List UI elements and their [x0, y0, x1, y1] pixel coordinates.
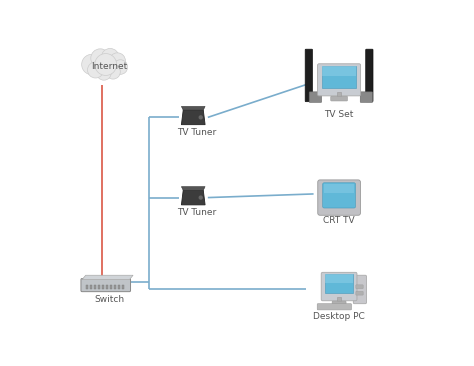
FancyBboxPatch shape	[323, 183, 356, 208]
FancyBboxPatch shape	[337, 297, 341, 302]
FancyBboxPatch shape	[94, 285, 96, 289]
Circle shape	[82, 54, 102, 75]
Polygon shape	[182, 190, 205, 205]
FancyBboxPatch shape	[337, 92, 341, 97]
FancyBboxPatch shape	[305, 49, 312, 102]
Polygon shape	[182, 110, 205, 125]
Text: TV Set: TV Set	[324, 110, 354, 119]
Circle shape	[95, 53, 117, 75]
FancyBboxPatch shape	[110, 285, 112, 289]
FancyBboxPatch shape	[106, 285, 108, 289]
FancyBboxPatch shape	[332, 301, 346, 306]
FancyBboxPatch shape	[317, 304, 352, 310]
FancyBboxPatch shape	[318, 64, 361, 96]
FancyBboxPatch shape	[322, 66, 356, 76]
FancyBboxPatch shape	[322, 66, 356, 88]
FancyBboxPatch shape	[356, 285, 363, 288]
FancyBboxPatch shape	[81, 279, 130, 292]
Circle shape	[101, 48, 119, 66]
FancyBboxPatch shape	[360, 92, 373, 102]
Circle shape	[113, 60, 128, 74]
FancyBboxPatch shape	[366, 49, 373, 102]
Text: Internet: Internet	[91, 62, 128, 71]
FancyBboxPatch shape	[102, 285, 104, 289]
FancyBboxPatch shape	[114, 285, 116, 289]
FancyBboxPatch shape	[356, 291, 363, 295]
FancyBboxPatch shape	[309, 92, 321, 102]
FancyBboxPatch shape	[86, 285, 88, 289]
FancyBboxPatch shape	[122, 285, 124, 289]
Text: TV Tuner: TV Tuner	[177, 128, 217, 137]
FancyBboxPatch shape	[90, 285, 92, 289]
Text: TV Tuner: TV Tuner	[177, 208, 217, 217]
Text: Switch: Switch	[94, 295, 125, 304]
FancyBboxPatch shape	[318, 180, 360, 215]
FancyBboxPatch shape	[324, 184, 354, 193]
FancyBboxPatch shape	[325, 274, 353, 283]
Circle shape	[97, 66, 111, 80]
Circle shape	[106, 64, 120, 79]
Circle shape	[109, 53, 126, 69]
Circle shape	[88, 62, 103, 78]
FancyBboxPatch shape	[321, 272, 357, 301]
Polygon shape	[182, 107, 205, 110]
FancyBboxPatch shape	[118, 285, 120, 289]
FancyBboxPatch shape	[331, 96, 347, 101]
FancyBboxPatch shape	[353, 275, 366, 304]
FancyBboxPatch shape	[325, 274, 353, 293]
Polygon shape	[82, 275, 133, 280]
Polygon shape	[182, 187, 205, 190]
Text: CRT TV: CRT TV	[323, 216, 355, 225]
Circle shape	[91, 49, 110, 68]
Circle shape	[199, 196, 202, 199]
FancyBboxPatch shape	[98, 285, 100, 289]
Circle shape	[199, 116, 202, 119]
Text: Desktop PC: Desktop PC	[313, 311, 365, 321]
